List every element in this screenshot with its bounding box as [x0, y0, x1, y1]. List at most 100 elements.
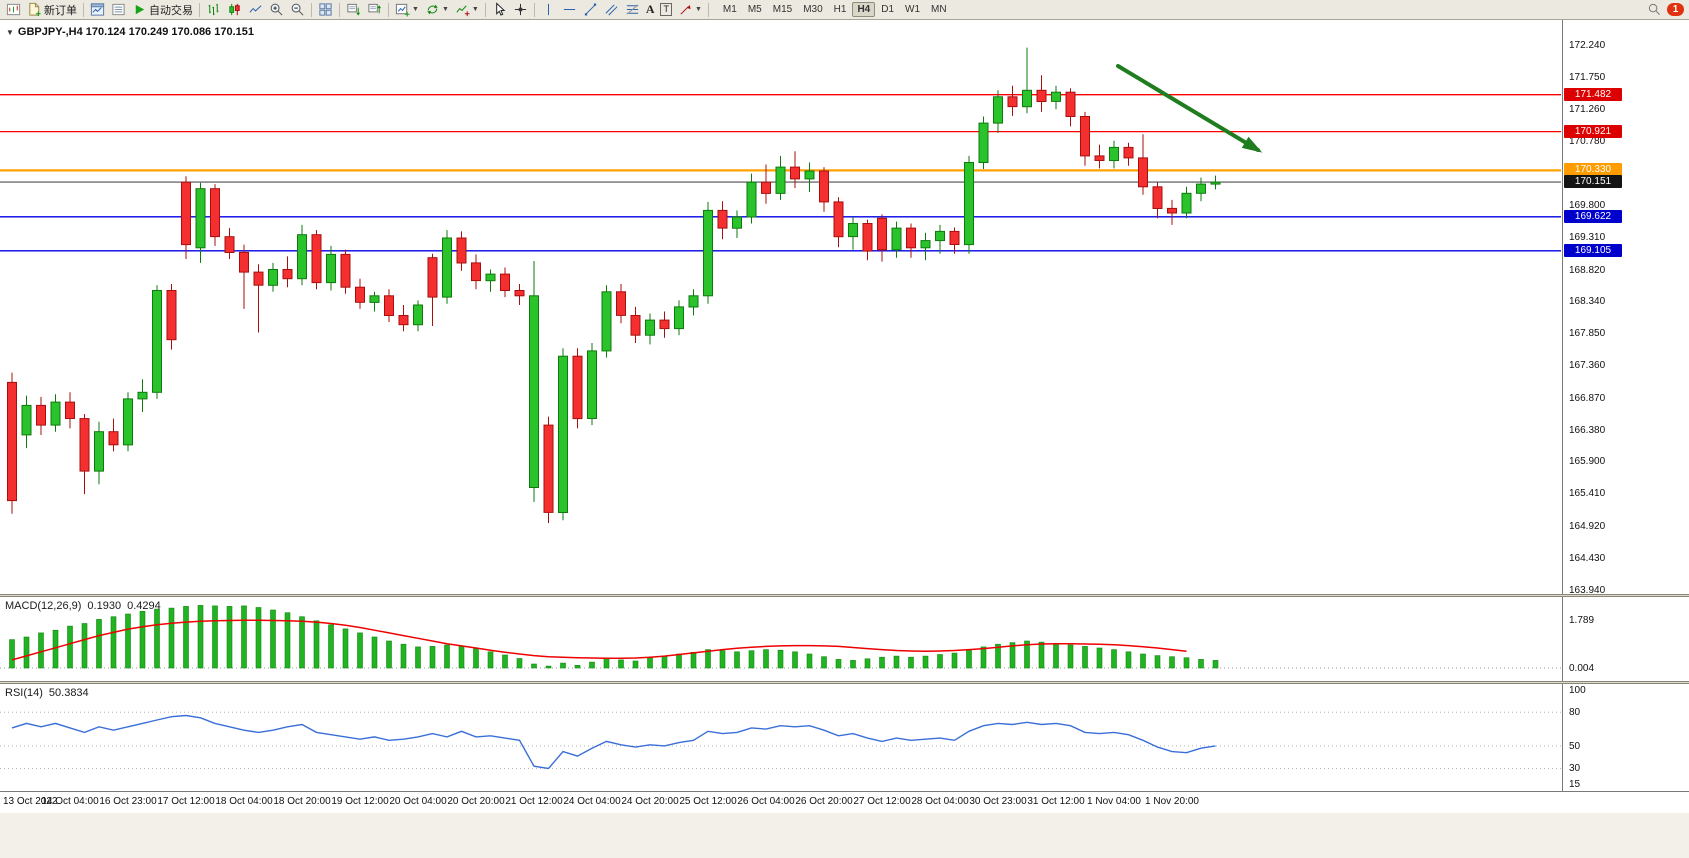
price-tick-label: 164.430 [1569, 553, 1606, 564]
price-tick-label: 169.310 [1569, 232, 1606, 243]
toolbar: 新订单 自动交易 [0, 0, 1689, 20]
zoom-out-button[interactable] [287, 0, 308, 20]
candlestick-series [7, 47, 1221, 523]
crosshair-tool-button[interactable] [510, 0, 531, 20]
horizontal-line-tool-button[interactable] [559, 0, 580, 20]
zoom-in-button[interactable] [266, 0, 287, 20]
price-line-label: 170.921 [1564, 125, 1622, 138]
chart-shift-icon [367, 2, 382, 17]
panel-splitter[interactable] [0, 594, 1689, 597]
price-tick-label: 169.800 [1569, 200, 1606, 211]
price-tick-label: 165.900 [1569, 456, 1606, 467]
candle-chart-mode-button[interactable] [224, 0, 245, 20]
time-axis-label: 14 Oct 04:00 [41, 796, 99, 807]
price-tick-label: 163.940 [1569, 585, 1606, 594]
chart-collapse-icon[interactable]: ▼ [6, 27, 14, 37]
trendline-tool-button[interactable] [580, 0, 601, 20]
price-tick-label: 168.340 [1569, 296, 1606, 307]
timeframe-button-mn[interactable]: MN [931, 4, 947, 15]
time-axis-label: 21 Oct 12:00 [505, 796, 563, 807]
profiles-button[interactable]: ▼ [422, 0, 452, 20]
macd-header: MACD(12,26,9) 0.1930 0.4294 [5, 600, 161, 612]
price-tick-label: 172.240 [1569, 40, 1606, 51]
timeframe-button-m30[interactable]: M30 [803, 4, 823, 15]
panel-splitter[interactable] [0, 681, 1689, 684]
price-line-label: 171.482 [1564, 88, 1622, 101]
macd-panel[interactable]: MACD(12,26,9) 0.1930 0.4294 [0, 597, 1561, 681]
rsi-header: RSI(14) 50.3834 [5, 687, 89, 699]
macd-signal-value: 0.4294 [127, 600, 161, 612]
chart-shift-button[interactable] [364, 0, 385, 20]
price-tick-label: 166.380 [1569, 425, 1606, 436]
timeframe-button-w1[interactable]: W1 [905, 4, 921, 15]
price-tick-label: 170.780 [1569, 136, 1606, 147]
cursor-tool-button[interactable] [489, 0, 510, 20]
rsi-panel[interactable]: RSI(14) 50.3834 [0, 684, 1561, 791]
rsi-tick-label: 50 [1569, 741, 1581, 752]
new-order-label: 新订单 [44, 4, 77, 17]
timeframe-button-h1[interactable]: H1 [833, 4, 847, 15]
time-axis-label: 31 Oct 12:00 [1027, 796, 1085, 807]
text-tool-button[interactable]: A [643, 0, 658, 20]
zoom-out-icon [290, 2, 305, 17]
text-tool-label: A [645, 2, 655, 16]
rsi-chart [0, 711, 1561, 770]
new-chart-button[interactable]: ▼ [392, 0, 422, 20]
dropdown-caret-icon: ▼ [412, 6, 419, 13]
charts-button[interactable] [87, 0, 108, 20]
macd-axis: 1.789 0.004 [1562, 597, 1689, 681]
new-chart-icon [395, 2, 410, 17]
fibonacci-tool-button[interactable] [622, 0, 643, 20]
timeframe-button-m5[interactable]: M5 [747, 4, 762, 15]
trend-arrow [1116, 64, 1263, 153]
candlestick-chart [0, 47, 1561, 523]
channel-tool-button[interactable] [601, 0, 622, 20]
new-order-icon [27, 2, 42, 17]
notification-badge[interactable]: 1 [1667, 3, 1684, 16]
symbol-window-button[interactable] [3, 0, 24, 20]
toolbar-separator [339, 2, 340, 17]
time-axis-label: 25 Oct 12:00 [679, 796, 737, 807]
window-bottom-area [0, 813, 1689, 858]
search-icon[interactable] [1647, 2, 1662, 17]
time-axis-label: 18 Oct 20:00 [273, 796, 331, 807]
vertical-line-icon [541, 2, 556, 17]
auto-scroll-button[interactable] [343, 0, 364, 20]
main-chart-panel[interactable]: ▼ GBPJPY-,H4 170.124 170.249 170.086 170… [0, 20, 1561, 594]
auto-trading-label: 自动交易 [149, 4, 193, 17]
time-axis-label: 13 Oct 2022 [3, 796, 58, 807]
timeframe-button-h4[interactable]: H4 [852, 2, 876, 17]
rsi-tick-label: 80 [1569, 707, 1581, 718]
text-label-tool-button[interactable]: T [657, 0, 675, 20]
macd-signal-line [11, 619, 1187, 661]
timeframe-button-m1[interactable]: M1 [722, 4, 737, 15]
price-line-label: 170.330 [1564, 163, 1622, 176]
bar-chart-mode-button[interactable] [203, 0, 224, 20]
crosshair-icon [514, 3, 526, 16]
new-order-button[interactable]: 新订单 [24, 0, 80, 20]
price-line-label: 169.105 [1564, 244, 1622, 257]
rsi-line [11, 714, 1216, 770]
indicators-button[interactable]: ▼ [452, 0, 482, 20]
arrows-tool-button[interactable]: ▼ [675, 0, 705, 20]
macd-title: MACD(12,26,9) [5, 600, 82, 612]
auto-trading-button[interactable]: 自动交易 [129, 0, 196, 20]
time-axis-label: 24 Oct 20:00 [621, 796, 679, 807]
navigator-button[interactable] [108, 0, 129, 20]
time-axis-label: 27 Oct 12:00 [853, 796, 911, 807]
tile-windows-button[interactable] [315, 0, 336, 20]
vertical-line-tool-button[interactable] [538, 0, 559, 20]
timeframe-button-m15[interactable]: M15 [772, 4, 793, 15]
auto-scroll-icon [346, 2, 361, 16]
time-axis-label: 19 Oct 12:00 [331, 796, 389, 807]
trendline-icon [584, 3, 596, 16]
price-tick-label: 167.360 [1569, 360, 1606, 371]
toolbar-right-group: 1 [1647, 2, 1686, 17]
toolbar-separator [83, 2, 84, 17]
time-axis[interactable]: 13 Oct 2022 14 Oct 04:00 16 Oct 23:00 17 Oc… [0, 791, 1689, 813]
time-axis-label: 30 Oct 23:00 [969, 796, 1027, 807]
line-chart-mode-button[interactable] [245, 0, 266, 20]
timeframe-button-d1[interactable]: D1 [881, 4, 895, 15]
toolbar-separator [707, 2, 709, 17]
